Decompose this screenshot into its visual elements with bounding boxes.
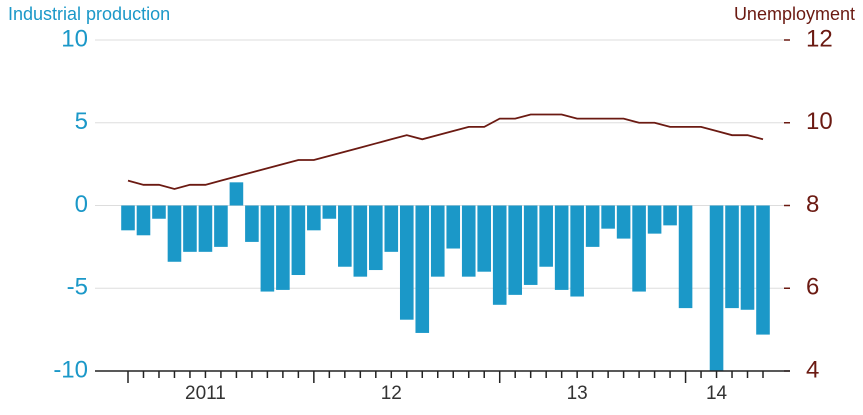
y-tick-label: 0 [75,191,88,218]
bar [725,205,739,309]
bar [322,205,337,219]
y2-axis-title: Unemployment [734,4,855,24]
bar [369,205,383,271]
bar [430,205,445,277]
bar [384,205,399,252]
x-tick-label: 12 [381,383,402,404]
bar [663,205,677,226]
bar [539,205,553,267]
bar [523,205,538,285]
bar [307,205,321,231]
bar [585,205,600,247]
bar [740,205,755,310]
y-tick-label: -5 [67,274,88,301]
y2-tick-label: 12 [806,25,833,52]
bar [477,205,492,272]
y-tick-label: 5 [75,108,88,135]
bar [399,205,414,320]
bar [152,205,166,219]
bar [136,205,151,236]
y2-tick-label: 8 [806,191,819,218]
bar [245,205,259,242]
bar [338,205,352,267]
bar [353,205,368,277]
bar [214,205,228,247]
bar [601,205,615,229]
bar [167,205,182,262]
bar [229,182,244,206]
y-tick-label: 10 [61,25,88,52]
x-tick-label: 2011 [185,383,226,404]
bar [492,205,507,305]
bar [446,205,461,249]
y-tick-label: -10 [53,356,88,383]
bar [461,205,476,277]
bar [570,205,584,297]
y-axis-title: Industrial production [8,4,170,24]
bar [554,205,569,290]
y2-tick-label: 6 [806,274,819,301]
bar [508,205,522,295]
bar [415,205,430,333]
bar [632,205,646,292]
bar [709,205,724,371]
bar [183,205,197,252]
bar [198,205,213,252]
x-tick-label: 14 [706,383,728,404]
bar [616,205,631,239]
bar [678,205,693,309]
bar [121,205,135,231]
bar [260,205,275,292]
bar [756,205,770,335]
y2-tick-label: 10 [806,108,833,135]
line [127,113,764,190]
y2-tick-label: 4 [806,356,819,383]
bar [647,205,662,234]
x-tick-label: 13 [567,383,588,404]
bar [276,205,290,290]
bar [291,205,306,276]
